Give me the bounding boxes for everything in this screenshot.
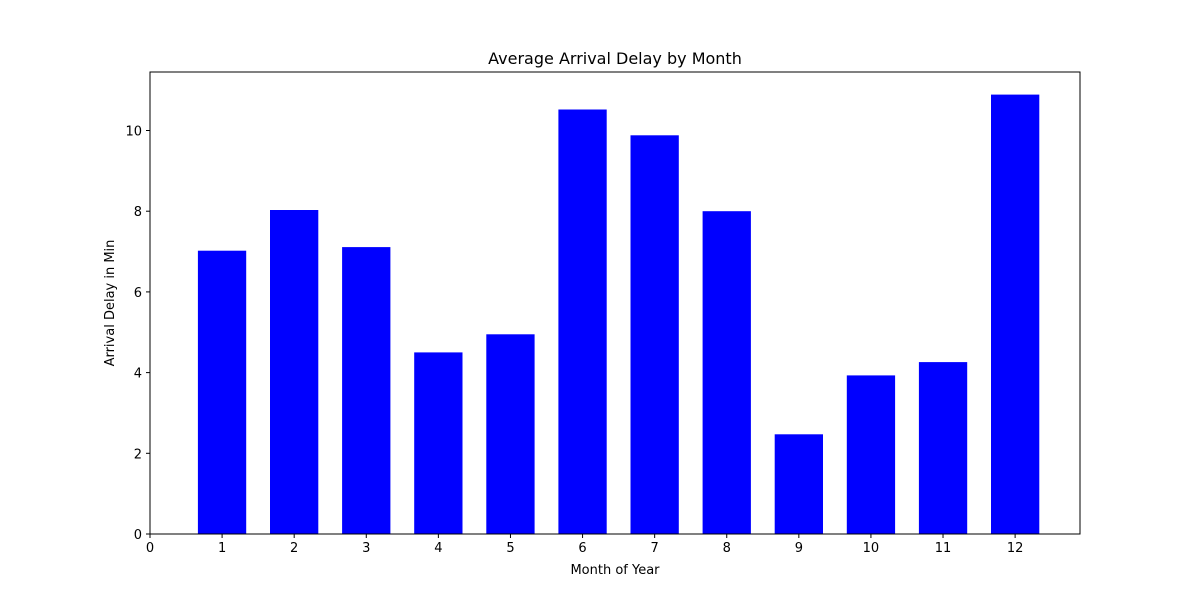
x-tick-label: 6 xyxy=(578,541,586,556)
x-tick-label: 1 xyxy=(218,541,226,556)
x-tick-label: 2 xyxy=(290,541,298,556)
y-tick-label: 8 xyxy=(134,205,142,220)
x-tick-label: 12 xyxy=(1007,541,1024,556)
y-axis-label: Arrival Delay in Min xyxy=(103,240,118,367)
y-tick-label: 10 xyxy=(125,125,142,140)
x-tick-label: 4 xyxy=(434,541,442,556)
x-tick-label: 0 xyxy=(146,541,154,556)
bar-month-9 xyxy=(774,434,823,534)
x-tick-label: 7 xyxy=(651,541,659,556)
y-tick-label: 6 xyxy=(134,286,142,301)
bar-month-8 xyxy=(702,211,751,534)
bar-month-1 xyxy=(197,250,247,534)
bars-group xyxy=(197,94,1040,535)
x-tick-label: 9 xyxy=(795,541,803,556)
y-axis: 0 2 4 6 8 10 xyxy=(125,125,150,543)
x-axis-label: Month of Year xyxy=(570,563,660,578)
bar-month-2 xyxy=(270,210,319,534)
bar-month-12 xyxy=(991,94,1040,534)
bar-month-10 xyxy=(846,375,896,534)
x-tick-label: 11 xyxy=(935,541,952,556)
x-tick-label: 10 xyxy=(863,541,880,556)
x-tick-label: 3 xyxy=(362,541,370,556)
bar-month-6 xyxy=(558,109,607,534)
bar-month-4 xyxy=(414,352,463,534)
y-tick-label: 0 xyxy=(134,528,142,543)
x-axis: 0 1 2 3 4 5 6 7 8 9 10 11 12 xyxy=(146,534,1024,556)
plot-area-frame xyxy=(149,71,1081,535)
bar-month-7 xyxy=(630,135,679,535)
bar-month-3 xyxy=(342,247,391,534)
x-tick-label: 8 xyxy=(723,541,731,556)
bar-month-11 xyxy=(918,362,968,534)
chart-title: Average Arrival Delay by Month xyxy=(488,49,742,68)
x-tick-label: 5 xyxy=(506,541,514,556)
bar-month-5 xyxy=(486,334,535,534)
y-tick-label: 2 xyxy=(134,447,142,462)
y-tick-label: 4 xyxy=(134,367,142,382)
